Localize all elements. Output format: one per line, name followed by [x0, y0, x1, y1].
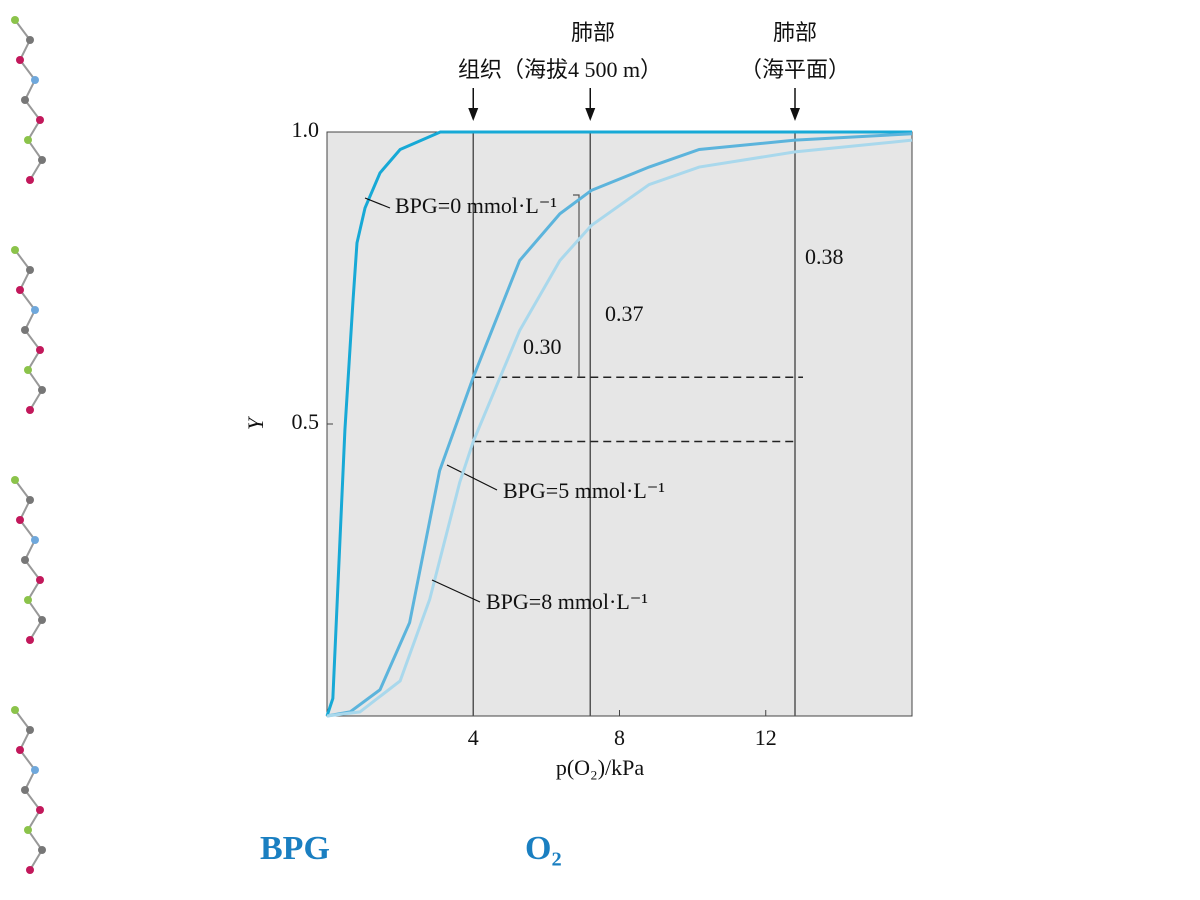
- line: [325, 130, 912, 717]
- arrow-head: [468, 108, 479, 121]
- y-axis-label: Y: [243, 415, 268, 430]
- x-tick-label: 8: [614, 725, 625, 750]
- line: [326, 132, 913, 718]
- footer-text: BPG: [260, 830, 330, 867]
- difference-label: 0.38: [805, 244, 844, 269]
- series-label: BPG=5 mmol·L⁻¹: [503, 478, 665, 503]
- arrow-head: [790, 108, 800, 121]
- annotation: 肺部: [773, 20, 817, 45]
- bracket: [573, 194, 580, 378]
- decoration: [10, 16, 47, 875]
- leader-line: [446, 464, 498, 491]
- line: [326, 138, 913, 718]
- series-label: BPG=0 mmol·L⁻¹: [395, 193, 557, 218]
- annotation: （海平面）: [740, 57, 850, 82]
- arrow-head: [585, 108, 596, 121]
- y-tick-label: 1.0: [292, 117, 320, 142]
- leader-line: [431, 579, 481, 603]
- annotation: 肺部: [571, 20, 615, 45]
- x-tick-label: 12: [755, 725, 777, 750]
- difference-label: 0.30: [523, 334, 562, 359]
- x-tick-label: 4: [468, 725, 479, 750]
- footer-text: O₂: [525, 830, 562, 867]
- annotation: 组织（海拔4 500 m）: [458, 57, 662, 82]
- x-axis-label: p(O₂)/kPa: [556, 755, 645, 780]
- y-tick-label: 0.5: [292, 409, 320, 434]
- plot-area: [326, 131, 913, 717]
- series-label: BPG=8 mmol·L⁻¹: [486, 589, 648, 614]
- leader-line: [364, 197, 391, 209]
- difference-label: 0.37: [605, 301, 644, 326]
